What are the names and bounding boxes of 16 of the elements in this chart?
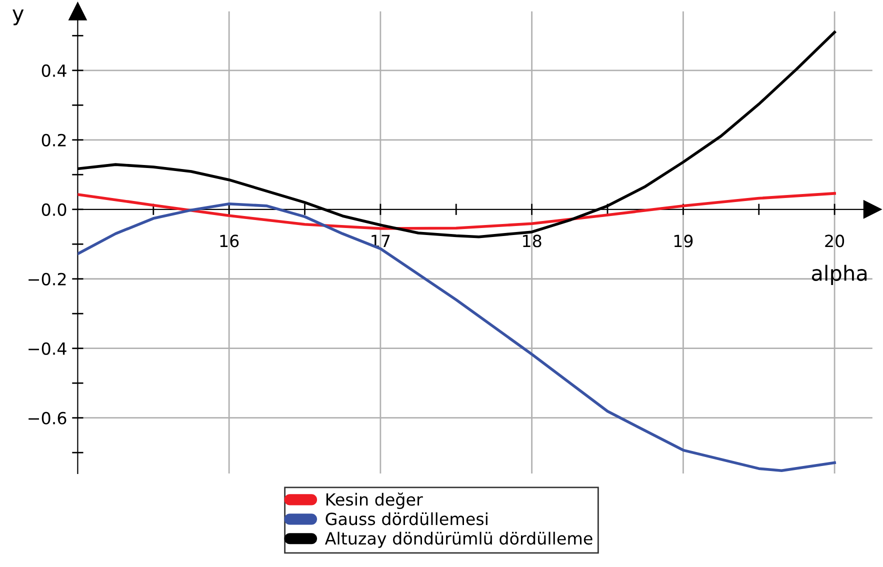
y-tick-label: 0.2 (42, 134, 66, 146)
legend-label: Kesin değer (326, 492, 423, 509)
y-tick-label: −0.6 (28, 412, 66, 424)
x-tick-label: 20 (825, 234, 844, 248)
x-tick-label: 18 (523, 234, 542, 248)
y-axis-title: y (12, 9, 24, 26)
x-axis-title: alpha (812, 264, 867, 285)
legend-label: Gauss dördüllemesi (326, 512, 488, 526)
y-tick-label: −0.2 (28, 272, 66, 286)
line-series (78, 192, 836, 230)
x-tick-label: 19 (674, 234, 693, 248)
y-tick-label: −0.4 (28, 342, 66, 355)
y-tick-label: 0.0 (42, 203, 66, 216)
x-tick-label: 16 (220, 234, 239, 248)
y-tick-label: 0.4 (42, 64, 66, 77)
legend-label: Altuzay döndürümlü dördülleme (324, 532, 592, 548)
